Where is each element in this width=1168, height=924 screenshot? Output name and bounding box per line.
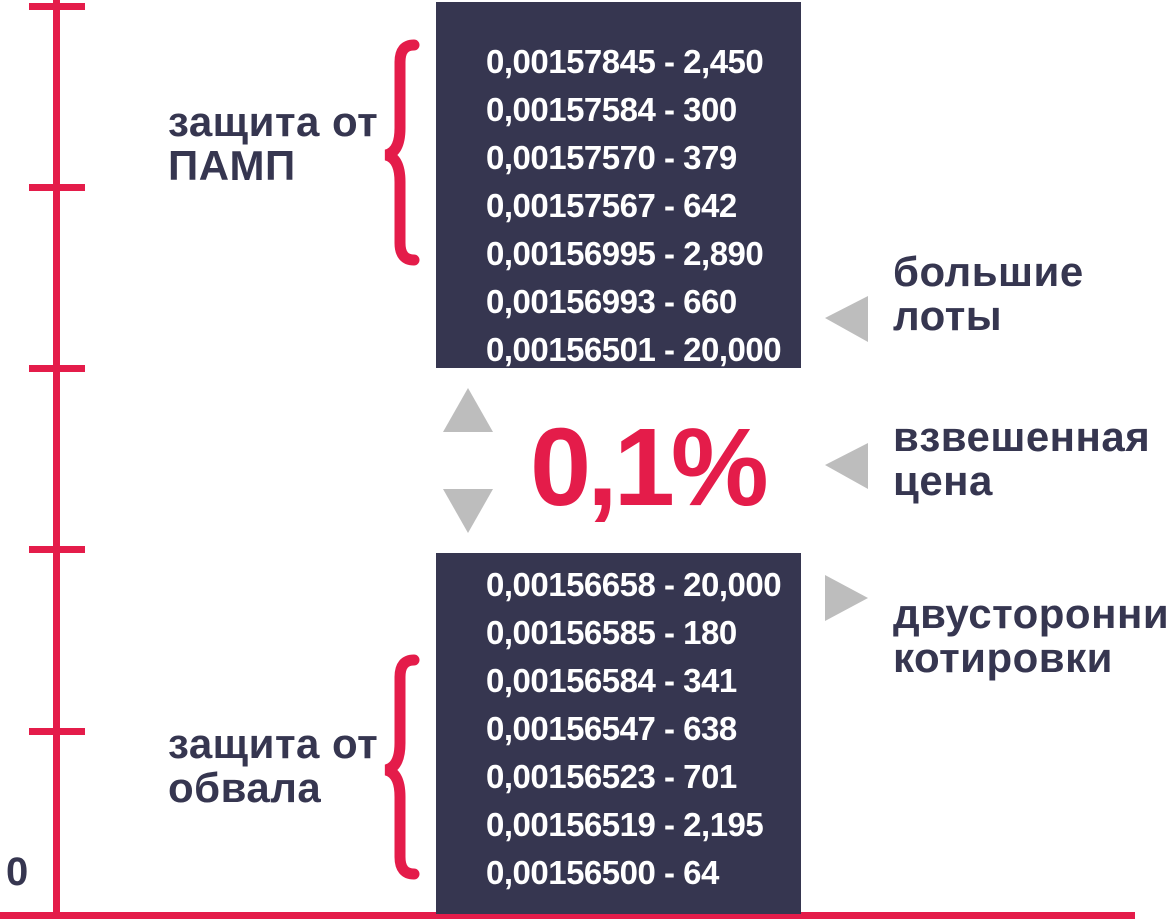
axis-zero-label: 0 [6, 850, 29, 894]
bid-row: 0,00156500 - 64 [486, 854, 719, 891]
horizontal-axis-line [0, 912, 1135, 919]
weighted-price-label: взвешенная цена [893, 413, 1151, 504]
bid-row: 0,00156519 - 2,195 [486, 806, 764, 843]
bid-row: 0,00156584 - 341 [486, 662, 737, 699]
axis-tick [29, 728, 85, 735]
ask-row: 0,00157845 - 2,450 [486, 43, 764, 80]
axis-tick [29, 546, 85, 553]
ask-row: 0,00156993 - 660 [486, 283, 737, 320]
bid-row: 0,00156547 - 638 [486, 710, 737, 747]
asks-order-book: 0,00157845 - 2,450 0,00157584 - 300 0,00… [436, 2, 801, 368]
axis-tick [29, 365, 85, 372]
spread-value: 0,1% [530, 406, 769, 529]
bid-row: 0,00156585 - 180 [486, 614, 737, 651]
dump-brace-icon [384, 654, 420, 880]
bids-order-book: 0,00156658 - 20,000 0,00156585 - 180 0,0… [436, 553, 801, 914]
vertical-axis-line [53, 0, 60, 918]
big-lots-label: большие лоты [893, 248, 1084, 339]
ask-row: 0,00156501 - 20,000 [486, 331, 782, 368]
dump-protection-label: защита от обвала [168, 720, 379, 811]
ask-row: 0,00157567 - 642 [486, 187, 737, 224]
ask-row: 0,00157570 - 379 [486, 139, 737, 176]
triangle-up-icon [443, 388, 493, 432]
triangle-right-icon [825, 575, 868, 621]
triangle-left-icon [825, 296, 868, 342]
triangle-down-icon [443, 489, 493, 533]
bid-row: 0,00156658 - 20,000 [486, 566, 782, 603]
axis-tick [29, 3, 85, 10]
two-way-quotes-label: двусторонние котировки [893, 590, 1168, 681]
bid-row: 0,00156523 - 701 [486, 758, 737, 795]
pump-brace-icon [384, 39, 420, 266]
ask-row: 0,00157584 - 300 [486, 91, 737, 128]
axis-tick [29, 184, 85, 191]
ask-row: 0,00156995 - 2,890 [486, 235, 764, 272]
triangle-left-icon [825, 443, 868, 489]
pump-protection-label: защита от ПАМП [168, 98, 379, 189]
